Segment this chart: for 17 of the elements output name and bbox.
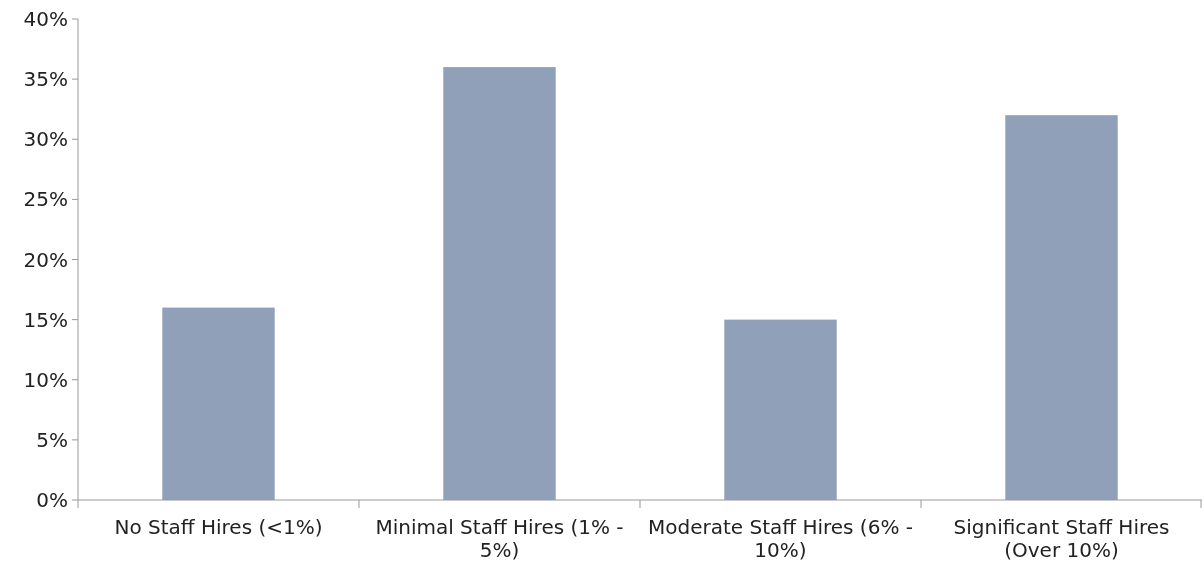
y-tick-label: 40% bbox=[23, 7, 68, 31]
y-tick-label: 20% bbox=[23, 247, 68, 272]
y-tick-label: 35% bbox=[23, 67, 68, 92]
x-tick-label: No Staff Hires (<1%) bbox=[114, 515, 323, 539]
y-tick-label: 25% bbox=[23, 187, 68, 212]
y-tick-label: 15% bbox=[23, 307, 68, 332]
bar bbox=[1005, 115, 1118, 500]
bar bbox=[162, 307, 275, 500]
x-tick-label: Minimal Staff Hires (1% - 5%) bbox=[375, 515, 624, 562]
bar bbox=[724, 319, 837, 500]
y-tick-label: 10% bbox=[23, 367, 68, 392]
x-tick-label: Moderate Staff Hires (6% - 10%) bbox=[648, 515, 913, 562]
y-tick-label: 5% bbox=[36, 427, 68, 452]
y-tick-label: 0% bbox=[36, 488, 68, 512]
y-tick-label: 30% bbox=[23, 127, 68, 152]
x-tick-label: Significant Staff Hires (Over 10%) bbox=[953, 515, 1170, 562]
bar bbox=[443, 67, 556, 500]
